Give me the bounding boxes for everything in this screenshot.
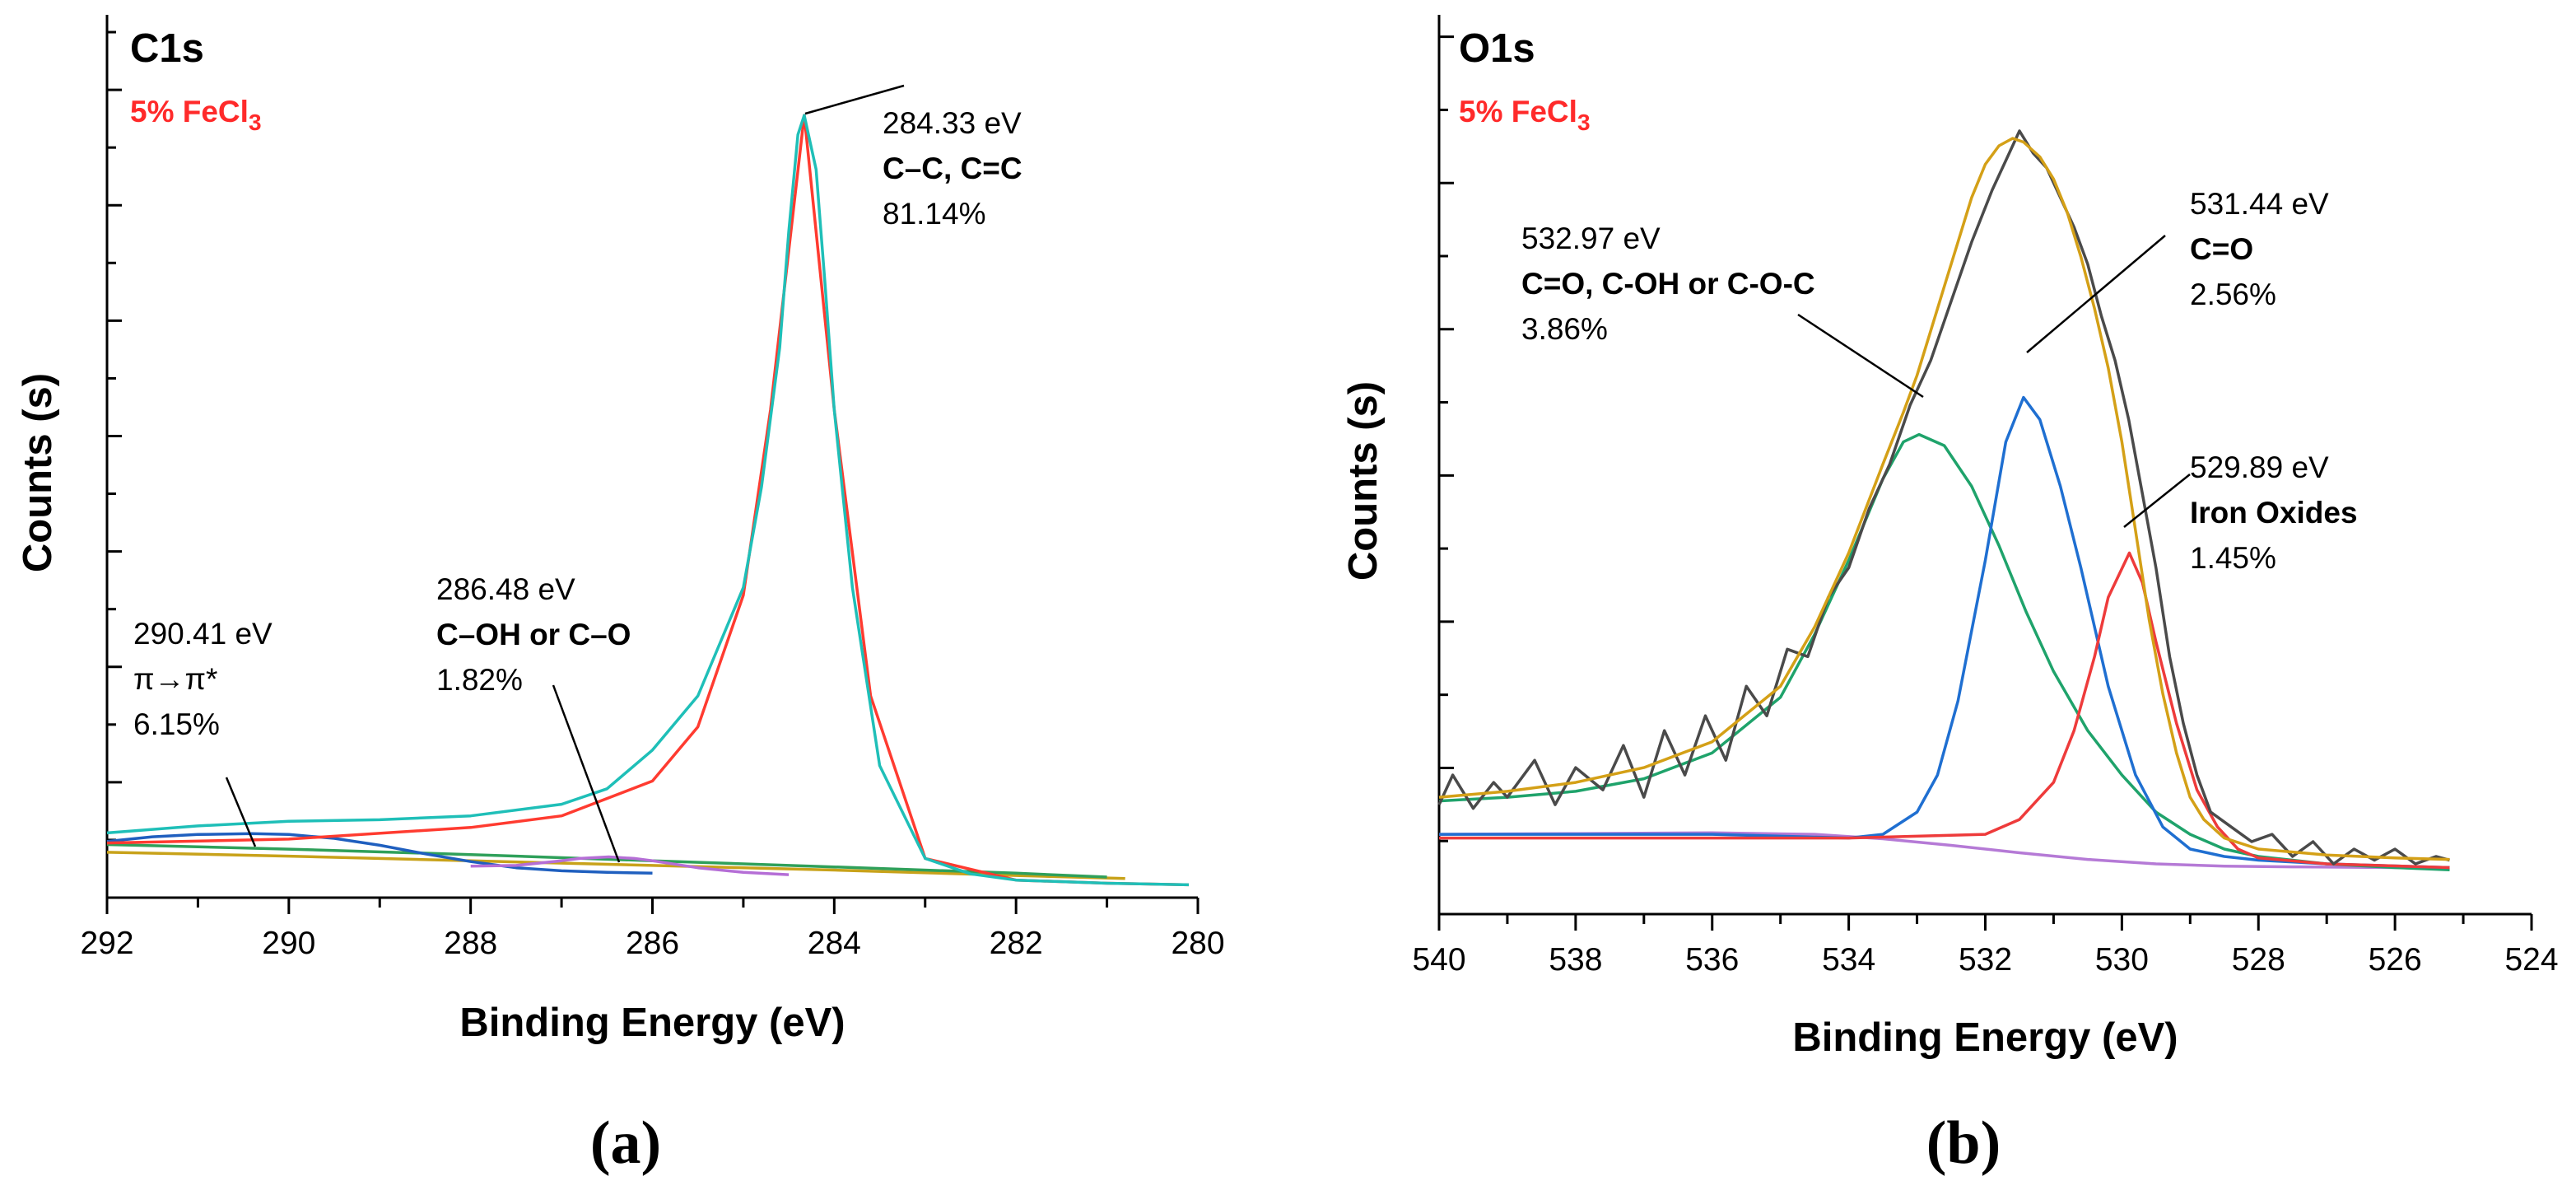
panel-subtitle: 5% FeCl3	[1459, 95, 1591, 135]
x-tick-label: 540	[1412, 942, 1465, 978]
annotation-text: 529.89 eV	[2190, 450, 2329, 484]
subtitle-subscript: 3	[249, 110, 262, 135]
annotation-leader-line	[1797, 313, 1924, 399]
x-tick-label: 284	[808, 926, 861, 961]
annotation-text: 286.48 eV	[436, 572, 575, 606]
series-background-line	[106, 851, 1125, 880]
x-axis-title: Binding Energy (eV)	[1792, 1015, 2178, 1060]
annotation-text: C–C, C=C	[883, 152, 1022, 185]
annotation-text: 290.41 eV	[133, 617, 273, 651]
annotation-text: 284.33 eV	[883, 106, 1022, 140]
annotation-leader-line	[552, 684, 621, 863]
panel-b-o1s: 540 538 536 534 532 530 528 526 524 O1s 5% FeCl3 Bi…	[1341, 15, 2559, 1177]
annotation-leader-line	[2123, 474, 2191, 528]
annotation-text: 1.82%	[436, 663, 523, 697]
y-axis-title: Counts (s)	[16, 373, 60, 572]
annotation-leader-line	[225, 777, 257, 847]
annotation-text: C–OH or C–O	[436, 618, 631, 651]
series-peak-pi-line	[106, 832, 653, 875]
panel-letter: (a)	[590, 1109, 661, 1177]
panel-subtitle: 5% FeCl3	[130, 95, 262, 135]
x-tick-label: 282	[990, 926, 1043, 961]
panel-letter: (b)	[1926, 1109, 2001, 1177]
annotation-leader-line	[804, 84, 905, 115]
annotation-text: 531.44 eV	[2190, 187, 2329, 221]
series-background-line	[1438, 831, 2450, 870]
annotation-text: Iron Oxides	[2190, 496, 2358, 530]
x-tick-label: 530	[2095, 942, 2149, 978]
annotation-text: 6.15%	[133, 707, 220, 741]
subtitle-subscript: 3	[1577, 110, 1591, 135]
x-tick-label: 526	[2369, 942, 2422, 978]
series-peak-coh-line	[470, 855, 790, 876]
series-peak-co-line	[1439, 395, 2450, 870]
panel-title: C1s	[130, 26, 204, 71]
series-peak-fe-line	[1439, 551, 2450, 870]
x-tick-label: 292	[80, 926, 133, 961]
x-tick-label: 290	[262, 926, 315, 961]
annotation-text: 81.14%	[883, 197, 986, 231]
subtitle-text: 5% FeCl	[130, 95, 249, 128]
y-axis-title: Counts (s)	[1341, 381, 1386, 581]
series-peak-cc-line	[106, 114, 1190, 887]
x-tick-label: 280	[1171, 926, 1224, 961]
x-tick-label: 536	[1685, 942, 1739, 978]
panel-a-c1s: 292 290 288 286 284 282 280 C1s 5% FeCl3 Binding …	[16, 15, 1225, 1177]
x-tick-label: 288	[444, 926, 497, 961]
annotation-text: 1.45%	[2190, 541, 2276, 575]
x-tick-label: 524	[2504, 942, 2558, 978]
x-axis-title: Binding Energy (eV)	[459, 1001, 845, 1045]
annotation-text: 532.97 eV	[1521, 222, 1661, 255]
series-measured-line	[106, 114, 1190, 887]
x-tick-label: 538	[1549, 942, 1602, 978]
annotation-text: C=O	[2190, 232, 2253, 266]
series-envelope-line	[1438, 137, 2450, 861]
x-tick-label: 532	[1959, 942, 2012, 978]
series-measured-line	[1437, 129, 2450, 866]
annotation-leader-line	[2026, 235, 2166, 353]
x-tick-label: 534	[1822, 942, 1875, 978]
subtitle-text: 5% FeCl	[1459, 95, 1577, 128]
x-tick-label: 286	[626, 926, 679, 961]
annotation-text: C=O, C-OH or C-O-C	[1521, 267, 1815, 301]
annotation-text: 3.86%	[1521, 312, 1608, 346]
panel-title: O1s	[1459, 26, 1535, 71]
annotation-text: π→π*	[133, 662, 217, 696]
series-peak-coc-line	[1438, 432, 2450, 871]
x-tick-label: 528	[2232, 942, 2285, 978]
annotation-text: 2.56%	[2190, 278, 2276, 311]
